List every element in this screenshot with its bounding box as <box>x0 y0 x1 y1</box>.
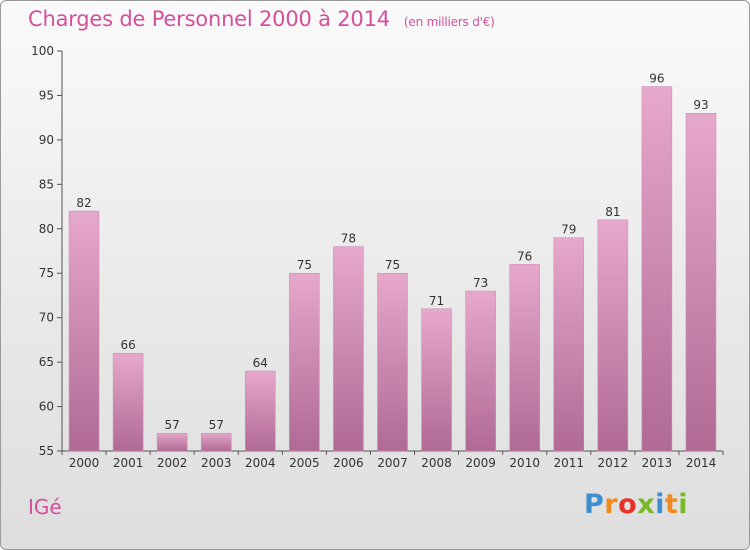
bar-2004 <box>245 370 276 452</box>
logo-letter: i <box>655 489 665 520</box>
chart-subtitle: (en milliers d'€) <box>403 15 495 29</box>
y-tick-label: 75 <box>39 266 54 280</box>
logo-letter: x <box>637 489 656 520</box>
value-label-2006: 78 <box>341 232 356 246</box>
commune-name: IGé <box>28 495 62 519</box>
bar-2003 <box>200 432 232 452</box>
x-tick-label-2006: 2006 <box>333 456 364 470</box>
x-tick-label-2007: 2007 <box>377 456 408 470</box>
bar-2007 <box>377 272 408 452</box>
value-label-2012: 81 <box>605 205 620 219</box>
x-tick-label-2004: 2004 <box>245 456 276 470</box>
bar-2005 <box>289 272 320 452</box>
bar-2014 <box>685 112 717 452</box>
bar-2013 <box>641 86 673 452</box>
x-tick-label-2011: 2011 <box>553 456 584 470</box>
bar-2010 <box>509 264 540 452</box>
value-label-2010: 76 <box>517 249 532 263</box>
bar-2000 <box>68 210 100 452</box>
y-tick-label: 80 <box>39 222 54 236</box>
bar-2011 <box>553 237 585 452</box>
y-tick-label: 70 <box>39 311 54 325</box>
logo-letter: i <box>678 489 689 520</box>
bar-2008 <box>421 308 452 452</box>
value-label-2003: 57 <box>209 418 224 432</box>
bar-2012 <box>597 219 629 452</box>
value-label-2011: 79 <box>561 223 576 237</box>
value-label-2009: 73 <box>473 276 488 290</box>
logo-letter: P <box>584 489 605 520</box>
x-tick-label-2009: 2009 <box>465 456 496 470</box>
x-tick-label-2013: 2013 <box>642 456 673 470</box>
y-tick-label: 95 <box>39 88 54 102</box>
y-tick-label: 85 <box>39 177 54 191</box>
logo-letter: t <box>664 489 679 520</box>
x-tick-label-2003: 2003 <box>201 456 232 470</box>
proxiti-logo[interactable]: Proxiti <box>584 489 688 520</box>
bar-2002 <box>156 432 188 452</box>
x-tick-label-2001: 2001 <box>113 456 144 470</box>
y-tick-label: 60 <box>39 400 54 414</box>
x-tick-label-2008: 2008 <box>421 456 452 470</box>
logo-letter: r <box>604 489 619 520</box>
x-tick-label-2002: 2002 <box>157 456 188 470</box>
x-tick-label-2012: 2012 <box>598 456 629 470</box>
value-label-2002: 57 <box>165 418 180 432</box>
x-tick-label-2010: 2010 <box>509 456 540 470</box>
bar-2001 <box>112 352 144 452</box>
value-label-2013: 96 <box>649 72 664 86</box>
value-label-2000: 82 <box>76 196 91 210</box>
logo-letter: o <box>618 489 638 520</box>
value-label-2005: 75 <box>297 258 312 272</box>
y-tick-label: 100 <box>31 44 54 58</box>
value-label-2008: 71 <box>429 294 444 308</box>
bar-2009 <box>465 290 496 452</box>
value-label-2014: 93 <box>693 98 708 112</box>
chart-title: Charges de Personnel 2000 à 2014 (en mill… <box>28 7 495 31</box>
x-tick-label-2005: 2005 <box>289 456 320 470</box>
y-tick-label: 90 <box>39 133 54 147</box>
chart-title-text: Charges de Personnel 2000 à 2014 <box>28 7 390 31</box>
y-tick-label: 65 <box>39 355 54 369</box>
value-label-2007: 75 <box>385 258 400 272</box>
bar-2006 <box>333 246 364 452</box>
y-tick-label: 55 <box>39 444 54 458</box>
x-tick-label-2014: 2014 <box>686 456 717 470</box>
value-label-2001: 66 <box>120 338 135 352</box>
value-label-2004: 64 <box>253 356 268 370</box>
x-tick-label-2000: 2000 <box>69 456 100 470</box>
